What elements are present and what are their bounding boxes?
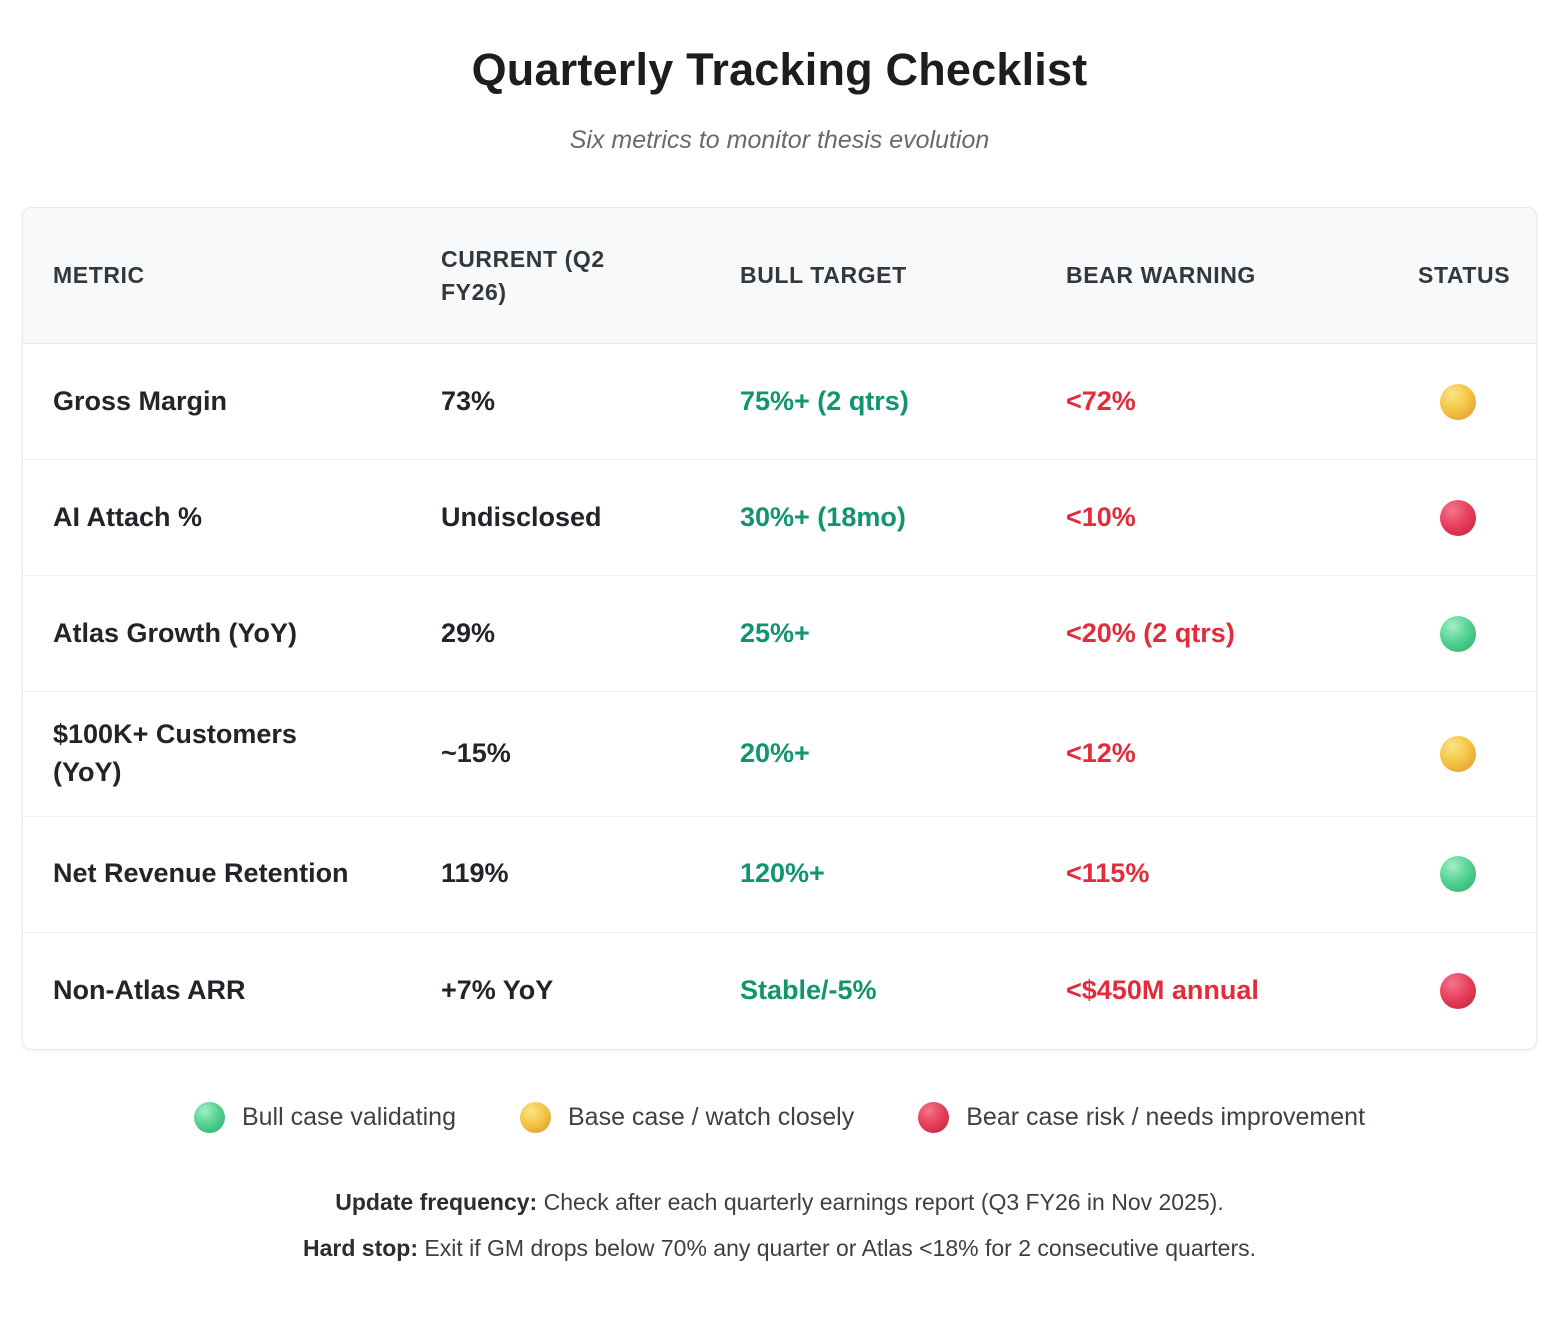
status-cell [1388, 476, 1536, 560]
current-cell: 29% [441, 617, 496, 648]
page-subtitle: Six metrics to monitor thesis evolution [569, 126, 990, 154]
bull-target-cell: Stable/-5% [740, 974, 877, 1005]
column-header-bull-target: BULL TARGET [740, 262, 907, 289]
bull-target-cell: 20%+ [740, 737, 810, 768]
metric-label: Non-Atlas ARR [53, 974, 246, 1005]
legend-label: Base case / watch closely [567, 1102, 855, 1131]
table-row: Atlas Growth (YoY) 29% 25%+ <20% (2 qtrs… [23, 576, 1536, 692]
metric-label: Net Revenue Retention [53, 858, 349, 889]
status-dot-icon [1440, 499, 1476, 536]
metric-cell: $100K+ Customers (YoY) [23, 692, 411, 816]
hard-stop-text: Exit if GM drops below 70% any quarter o… [418, 1234, 1256, 1261]
bear-warning-cell: <72% [1066, 385, 1136, 416]
column-header-status: STATUS [1418, 262, 1511, 289]
legend-item-bull: Bull case validating [193, 1101, 456, 1133]
green-dot-icon [193, 1101, 225, 1133]
status-cell [1388, 949, 1536, 1033]
metric-cell: Net Revenue Retention [23, 831, 411, 917]
column-header-metric: METRIC [53, 262, 145, 289]
legend-label: Bull case validating [241, 1102, 456, 1131]
column-header-current: CURRENT (Q2 FY26) [411, 219, 710, 331]
metric-cell: Non-Atlas ARR [23, 948, 411, 1034]
current-cell: Undisclosed [441, 501, 602, 532]
current-cell: ~15% [441, 737, 511, 768]
hard-stop-note: Hard stop: Exit if GM drops below 70% an… [0, 1235, 1559, 1262]
bull-target-cell: 30%+ (18mo) [740, 501, 906, 532]
metric-label: Gross Margin [53, 385, 228, 416]
table-row: AI Attach % Undisclosed 30%+ (18mo) <10% [23, 460, 1536, 576]
bear-warning-cell: <$450M annual [1066, 974, 1259, 1005]
table-row: Gross Margin 73% 75%+ (2 qtrs) <72% [23, 344, 1536, 460]
metric-cell: Atlas Growth (YoY) [23, 591, 411, 677]
column-header-current-label: CURRENT (Q2 FY26) [441, 246, 605, 305]
tracking-table: METRIC CURRENT (Q2 FY26) BULL TARGET BEA… [22, 207, 1537, 1050]
bull-target-cell: 25%+ [740, 617, 810, 648]
metric-cell: Gross Margin [23, 359, 411, 445]
status-dot-icon [1440, 972, 1476, 1009]
bear-warning-cell: <20% (2 qtrs) [1066, 617, 1235, 648]
status-dot-icon [1440, 383, 1476, 420]
metric-cell: AI Attach % [23, 475, 411, 561]
status-cell [1388, 360, 1536, 444]
page-title: Quarterly Tracking Checklist [471, 44, 1088, 95]
bull-target-cell: 120%+ [740, 858, 825, 889]
metric-label: Atlas Growth (YoY) [53, 617, 298, 648]
legend-item-bear: Bear case risk / needs improvement [918, 1101, 1366, 1133]
status-legend: Bull case validating Base case / watch c… [0, 1101, 1559, 1133]
status-cell [1388, 592, 1536, 676]
table-header-row: METRIC CURRENT (Q2 FY26) BULL TARGET BEA… [23, 208, 1536, 344]
metric-label: AI Attach % [53, 501, 203, 532]
bear-warning-cell: <12% [1066, 737, 1136, 768]
legend-item-base: Base case / watch closely [519, 1101, 855, 1133]
legend-label: Bear case risk / needs improvement [966, 1102, 1366, 1131]
bear-warning-cell: <115% [1066, 858, 1150, 889]
current-cell: 119% [441, 858, 509, 889]
yellow-dot-icon [519, 1101, 551, 1133]
hard-stop-label: Hard stop: [303, 1234, 418, 1261]
status-dot-icon [1440, 735, 1476, 772]
current-cell: 73% [441, 385, 496, 416]
column-header-bear-warning: BEAR WARNING [1066, 262, 1256, 289]
bull-target-cell: 75%+ (2 qtrs) [740, 385, 909, 416]
status-cell [1388, 712, 1536, 796]
red-dot-icon [918, 1101, 950, 1133]
table-row: Net Revenue Retention 119% 120%+ <115% [23, 816, 1536, 933]
metric-label: $100K+ Customers (YoY) [53, 719, 297, 787]
status-cell [1388, 832, 1536, 916]
update-frequency-label: Update frequency: [335, 1188, 538, 1215]
current-cell: +7% YoY [441, 974, 554, 1005]
footer-notes: Update frequency: Check after each quart… [0, 1189, 1559, 1262]
update-frequency-text: Check after each quarterly earnings repo… [537, 1188, 1224, 1215]
table-row: Non-Atlas ARR +7% YoY Stable/-5% <$450M … [23, 932, 1536, 1049]
bear-warning-cell: <10% [1066, 501, 1136, 532]
update-frequency-note: Update frequency: Check after each quart… [0, 1189, 1559, 1216]
status-dot-icon [1440, 856, 1476, 893]
status-dot-icon [1440, 615, 1476, 652]
table-row: $100K+ Customers (YoY) ~15% 20%+ <12% [23, 692, 1536, 817]
